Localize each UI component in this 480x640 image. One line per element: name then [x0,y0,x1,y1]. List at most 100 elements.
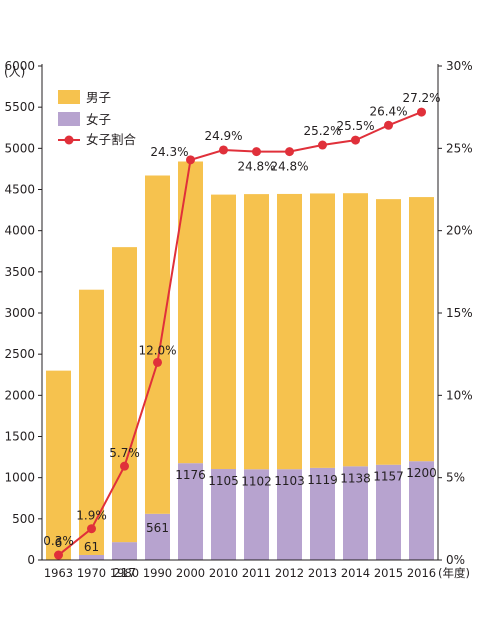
y-left-tick-label-0: 0 [27,553,35,567]
ratio-point-1963 [54,550,63,560]
ratio-point-2010 [219,145,228,155]
y-left-tick-label-4500: 4500 [4,183,35,197]
bar-boys-1970 [79,289,104,555]
legend-swatch-girls [58,112,80,126]
ratio-label-1963: 0.3% [43,534,74,548]
ratio-point-2013 [318,140,327,150]
y-left-tick-label-1500: 1500 [4,430,35,444]
bar-boys-2010 [211,194,236,470]
bar-boys-2013 [310,193,335,468]
y-right-tick-label-6: 30% [446,59,473,73]
x-tick-label-2014: 2014 [341,566,370,580]
y-right-tick-label-4: 20% [446,224,473,238]
x-tick-label-2013: 2013 [308,566,337,580]
ratio-point-1990 [153,357,162,367]
bar-boys-2000 [178,161,203,464]
y-right-tick-label-0: 0% [446,553,465,567]
ratio-label-2014: 25.5% [336,119,374,133]
ratio-point-2011 [252,147,261,157]
y-left-tick-label-5000: 5000 [4,141,35,155]
girls-label-1970: 61 [84,540,99,554]
y-left-tick-label-1000: 1000 [4,471,35,485]
girls-label-1980: 217 [113,566,136,580]
y-left-tick-label-5500: 5500 [4,100,35,114]
y-left-tick-label-6000: 6000 [4,59,35,73]
girls-label-2013: 1119 [307,473,338,487]
y-left-tick-label-3000: 3000 [4,306,35,320]
ratio-point-2000 [186,155,195,165]
y-left-unit: (人) [4,65,25,79]
bar-boys-1990 [145,175,170,514]
ratio-label-1970: 1.9% [76,509,107,523]
bar-boys-2011 [244,194,269,470]
girls-label-2000: 1176 [175,468,206,482]
ratio-point-2015 [384,120,393,130]
ratio-label-2000: 24.3% [150,145,188,159]
y-left-tick-label-4000: 4000 [4,224,35,238]
ratio-label-2011: 24.8% [237,160,275,174]
legend-label-boys: 男子 [86,90,111,105]
x-tick-label-1980: 1980 [110,566,139,580]
bar-girls-1980 [112,542,137,560]
bar-girls-2014 [343,466,368,560]
bar-boys-1963 [46,370,71,560]
girls-label-2014: 1138 [340,471,371,485]
girls-label-2011: 1102 [241,474,272,488]
y-left-tick-label-3500: 3500 [4,265,35,279]
bar-boys-2012 [277,193,302,470]
girls-label-1963: 6 [55,536,63,550]
ratio-label-2010: 24.9% [204,129,242,143]
bar-boys-2015 [376,199,401,465]
girls-label-2010: 1105 [208,474,239,488]
ratio-point-2012 [285,147,294,157]
x-tick-label-2015: 2015 [374,566,403,580]
axes-layer: 0 500 1000 1500 2000 2500 3000 3500 4000 4500 5000… [4,59,473,580]
bar-boys-1980 [112,247,137,543]
bar-girls-2016 [409,461,434,560]
y-left-tick-label-2000: 2000 [4,388,35,402]
bar-girls-1970 [79,554,104,560]
x-tick-label-2016: 2016 [407,566,436,580]
y-left-tick-label-2500: 2500 [4,347,35,361]
labels-layer: 0.3%1.9% 5.7% 12.0% 24.3% 24.9% 24.8%24.8% 25.… [43,91,440,580]
y-right-tick-label-2: 10% [446,388,473,402]
ratio-point-2016 [417,107,426,117]
ratio-label-2016: 27.2% [402,91,440,105]
ratio-label-2012: 24.8% [270,160,308,174]
ratio-point-1970 [87,524,96,534]
girls-label-2012: 1103 [274,474,305,488]
legend-marker-ratio [64,135,74,145]
legend-swatch-boys [58,90,80,104]
ratio-point-2014 [351,135,360,145]
ratio-line [57,111,422,556]
x-tick-label-2010: 2010 [209,566,238,580]
ratio-line-layer [54,107,426,560]
bars-layer [46,161,434,560]
y-right-tick-label-1: 5% [446,471,465,485]
bar-girls-2013 [310,467,335,560]
legend-label-ratio: 女子割合 [86,132,137,147]
x-unit: (年度) [438,566,470,580]
bar-girls-2015 [376,464,401,560]
y-left-tick-label-500: 500 [12,512,35,526]
x-tick-label-1990: 1990 [143,566,172,580]
x-tick-label-2011: 2011 [242,566,271,580]
bar-boys-2016 [409,197,434,462]
bar-girls-2000 [178,463,203,560]
y-right-tick-label-5: 25% [446,141,473,155]
bar-girls-1990 [145,513,170,560]
girls-label-2015: 1157 [373,470,404,484]
girls-label-1990: 561 [146,521,169,535]
ratio-point-1980 [120,461,129,471]
x-tick-label-1963: 1963 [44,566,73,580]
x-tick-label-2012: 2012 [275,566,304,580]
ratio-label-1980: 5.7% [109,446,140,460]
ratio-label-2015: 26.4% [369,104,407,118]
legend-label-girls: 女子 [86,112,111,127]
y-right-tick-label-3: 15% [446,306,473,320]
ratio-label-2013: 25.2% [303,124,341,138]
ratio-label-1990: 12.0% [138,343,176,357]
bar-girls-2012 [277,469,302,560]
